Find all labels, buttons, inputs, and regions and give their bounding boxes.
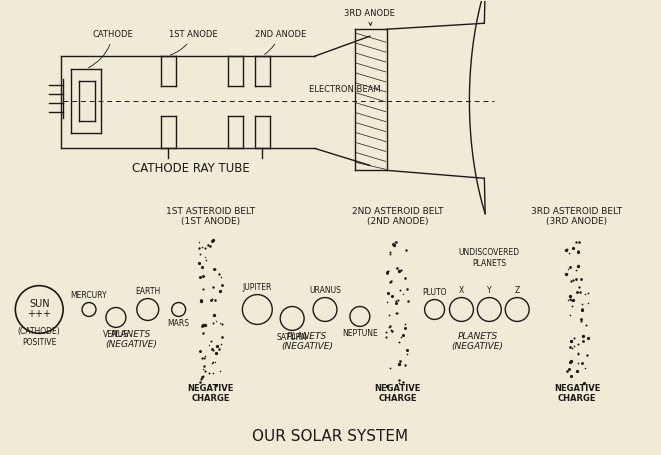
Text: ELECTRON BEAM: ELECTRON BEAM (309, 85, 381, 94)
Text: 1ST ANODE: 1ST ANODE (169, 30, 218, 55)
Text: 2ND ANODE: 2ND ANODE (254, 30, 306, 55)
Text: 2ND ASTEROID BELT
(2ND ANODE): 2ND ASTEROID BELT (2ND ANODE) (352, 207, 444, 226)
Text: JUPITER: JUPITER (243, 283, 272, 292)
Text: OUR SOLAR SYSTEM: OUR SOLAR SYSTEM (252, 429, 408, 444)
Text: 3RD ANODE: 3RD ANODE (344, 9, 395, 25)
Text: PLUTO: PLUTO (422, 288, 447, 297)
Text: EARTH: EARTH (135, 287, 161, 296)
Text: NEPTUNE: NEPTUNE (342, 329, 377, 339)
Text: X: X (459, 286, 464, 294)
Text: VENUS: VENUS (103, 330, 129, 339)
Text: 3RD ASTEROID BELT
(3RD ANODE): 3RD ASTEROID BELT (3RD ANODE) (531, 207, 623, 226)
Text: NEGATIVE
CHARGE: NEGATIVE CHARGE (187, 384, 234, 403)
Text: CATHODE RAY TUBE: CATHODE RAY TUBE (132, 162, 249, 175)
Text: (CATHODE)
POSITIVE: (CATHODE) POSITIVE (18, 327, 61, 347)
Text: 1ST ASTEROID BELT
(1ST ANODE): 1ST ASTEROID BELT (1ST ANODE) (166, 207, 255, 226)
Text: Y: Y (487, 286, 492, 294)
Text: +++: +++ (27, 309, 52, 319)
Text: PLANETS
(NEGATIVE): PLANETS (NEGATIVE) (451, 332, 504, 351)
Text: Z: Z (514, 286, 520, 294)
Text: MARS: MARS (168, 319, 190, 329)
Text: UNDISCOVERED
PLANETS: UNDISCOVERED PLANETS (459, 248, 520, 268)
Text: PLANETS
(NEGATIVE): PLANETS (NEGATIVE) (105, 330, 157, 349)
Text: SUN: SUN (29, 298, 50, 308)
Text: URANUS: URANUS (309, 286, 341, 294)
Text: CATHODE: CATHODE (89, 30, 134, 68)
Text: NEGATIVE
CHARGE: NEGATIVE CHARGE (375, 384, 421, 403)
Text: PLANETS
(NEGATIVE): PLANETS (NEGATIVE) (281, 332, 333, 351)
Text: MERCURY: MERCURY (71, 291, 107, 299)
Text: SATURN: SATURN (277, 334, 307, 342)
Text: NEGATIVE
CHARGE: NEGATIVE CHARGE (554, 384, 600, 403)
